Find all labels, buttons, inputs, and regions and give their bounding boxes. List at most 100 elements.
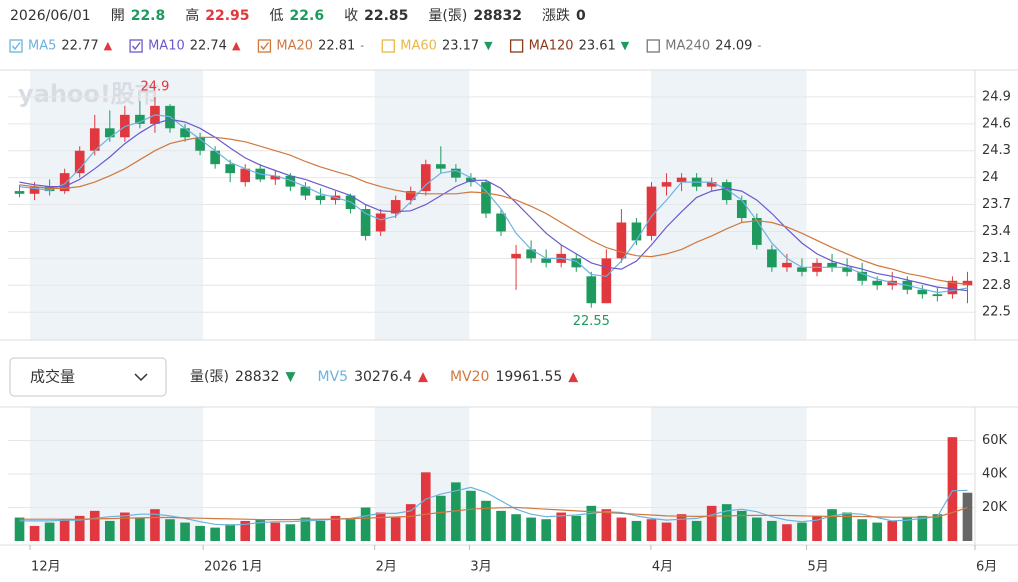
candle-body (481, 182, 491, 214)
candle-body (270, 175, 281, 180)
legend-trend: ▲ (232, 39, 241, 52)
candle-body (917, 289, 928, 295)
candle-body (375, 213, 386, 232)
volume-bar (842, 512, 852, 541)
volume-legend-value: 19961.55 (495, 369, 562, 385)
quote-label: 開 (111, 8, 125, 24)
x-tick-label: 4月 (652, 560, 673, 575)
candle-body (616, 222, 627, 259)
volume-bar (330, 515, 341, 541)
volume-bar (812, 515, 822, 541)
volume-legend-value: 30276.4 (354, 369, 412, 385)
volume-bar (135, 517, 145, 541)
candle-body (89, 128, 100, 151)
legend-name: MA120 (529, 39, 574, 54)
candle-body (59, 173, 70, 192)
legend-checkbox[interactable] (646, 39, 660, 53)
candle-body (405, 191, 416, 201)
candle-body (104, 128, 115, 138)
volume-legend-name: MV5 (317, 369, 348, 385)
quote-label: 收 (344, 8, 358, 24)
volume-tick-label: 60K (982, 433, 1008, 448)
volume-bar (390, 517, 401, 541)
candle-body (797, 267, 807, 272)
legend-checkbox[interactable] (129, 39, 143, 53)
volume-bar (104, 520, 115, 541)
legend-name: MA60 (400, 39, 437, 54)
volume-bar (962, 492, 973, 541)
candle-body (360, 209, 371, 236)
legend-value: 22.77 (61, 39, 98, 54)
candle-body (646, 186, 657, 236)
y-tick-label: 22.5 (982, 305, 1011, 320)
volume-bar (616, 517, 627, 541)
y-tick-label: 24.6 (982, 116, 1011, 131)
x-tick-label: 2月 (376, 560, 397, 575)
legend-value: 24.09 (715, 39, 752, 54)
legend-checkbox[interactable] (381, 39, 395, 53)
volume-bar (420, 472, 431, 541)
candle-body (706, 182, 717, 187)
candle-body (225, 164, 235, 174)
volume-bar (721, 504, 732, 541)
volume-bar (691, 520, 702, 541)
volume-tick-label: 20K (982, 500, 1008, 515)
volume-bar (240, 520, 251, 541)
candle-body (180, 128, 190, 138)
dropdown-label[interactable]: 成交量 (30, 368, 75, 386)
volume-tick-label: 40K (982, 467, 1008, 482)
extreme-label: 22.55 (573, 314, 610, 329)
volume-bar (225, 524, 235, 541)
volume-bar (872, 522, 883, 541)
volume-bar (29, 525, 40, 541)
volume-bar (646, 519, 657, 541)
volume-bar (752, 517, 762, 541)
volume-bar (375, 512, 386, 541)
candle-body (210, 150, 220, 165)
volume-bar (44, 522, 55, 541)
volume-bar (887, 520, 898, 541)
volume-legend-trend: ▲ (418, 370, 428, 385)
legend-value: 23.17 (442, 39, 479, 54)
candle-body (601, 258, 612, 304)
dropdown-chevron[interactable] (134, 373, 148, 382)
candle-body (135, 114, 145, 124)
legend-check (11, 42, 21, 51)
volume-bar (360, 507, 371, 541)
volume-ma-line (19, 506, 968, 521)
volume-bar (526, 517, 536, 541)
quote-label: 漲跌 (542, 8, 570, 24)
volume-bar (481, 500, 491, 541)
legend-trend: ▼ (621, 39, 630, 52)
legend-trend: - (360, 39, 364, 52)
y-tick-label: 24 (982, 170, 999, 185)
candle-body (571, 258, 582, 268)
candle-body (29, 186, 40, 194)
legend-check (132, 42, 141, 51)
y-tick-label: 22.8 (982, 278, 1011, 293)
quote-label: 量(張) (428, 8, 467, 24)
candle-body (736, 200, 747, 219)
ma-line (19, 114, 968, 294)
legend-checkbox[interactable] (9, 39, 23, 53)
legend-check (260, 42, 269, 51)
volume-legend-trend: ▼ (285, 370, 295, 385)
x-tick-label: 5月 (807, 560, 828, 575)
y-tick-label: 23.1 (982, 251, 1011, 266)
candle-body (285, 175, 296, 187)
volume-legend-name: 量(張) (190, 369, 229, 385)
ma-line (19, 136, 968, 285)
volume-bar (827, 509, 837, 541)
volume-bar (59, 519, 70, 541)
candle-body (782, 262, 792, 268)
volume-bar (210, 527, 220, 541)
legend-checkbox[interactable] (509, 39, 524, 53)
volume-bar (150, 509, 160, 541)
volume-bar (270, 522, 281, 541)
volume-bar (195, 525, 205, 541)
y-tick-label: 24.3 (982, 143, 1011, 158)
x-tick-label: 6月 (976, 560, 997, 575)
indicator-dropdown[interactable] (9, 357, 167, 397)
volume-legend-trend: ▲ (568, 370, 578, 385)
legend-checkbox[interactable] (257, 39, 272, 53)
